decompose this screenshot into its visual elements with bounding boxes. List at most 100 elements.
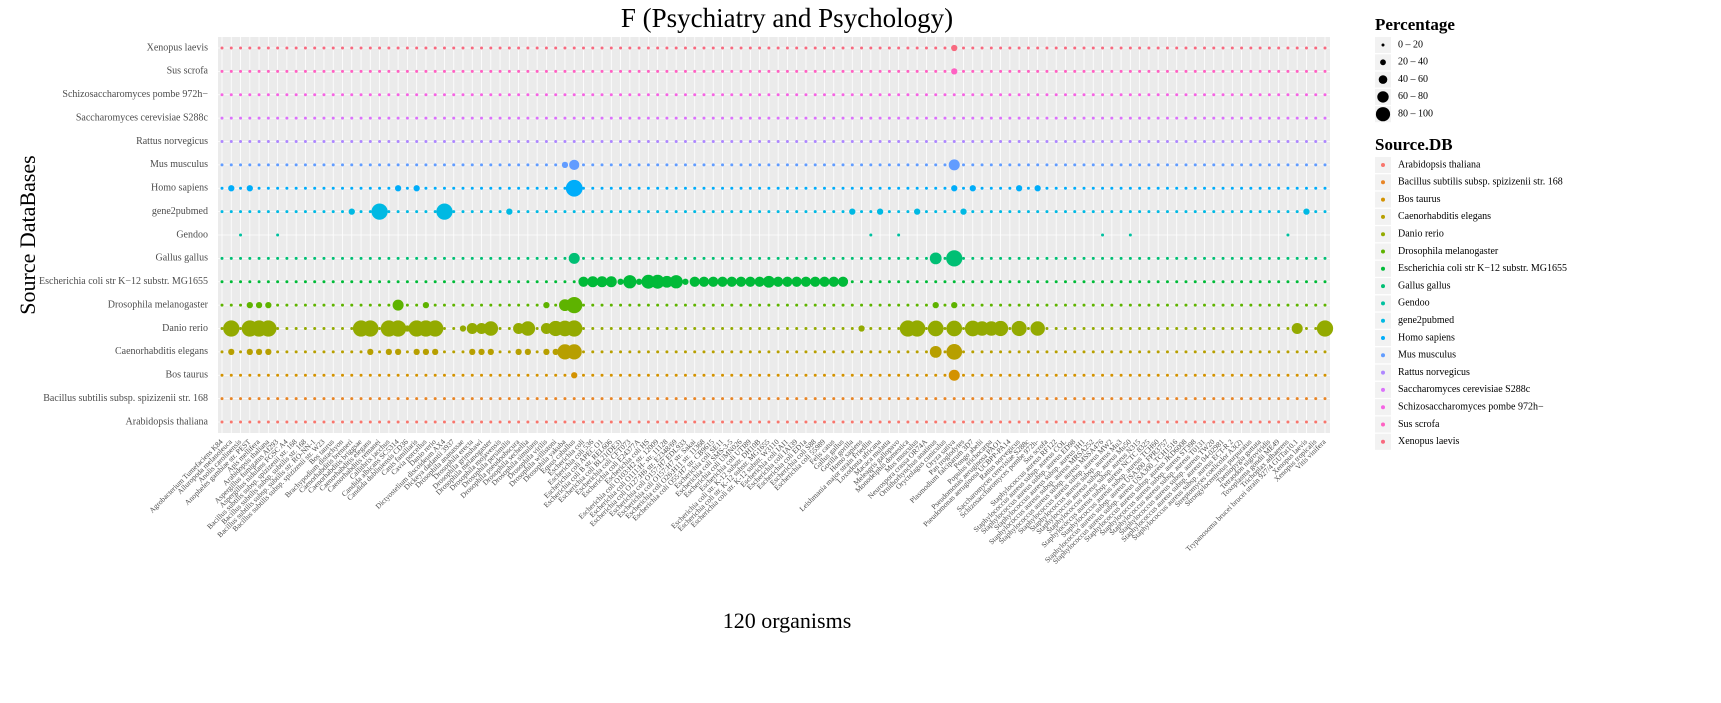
dot (943, 69, 947, 73)
dot (1101, 186, 1105, 190)
dot (869, 233, 873, 237)
dot (646, 186, 650, 190)
dot (303, 420, 307, 424)
dot (943, 116, 947, 120)
dot (1165, 46, 1169, 50)
dot (1286, 233, 1290, 237)
dot (1304, 327, 1308, 330)
dot (683, 116, 687, 120)
dot (1203, 327, 1207, 330)
dot (850, 420, 854, 424)
dot (362, 320, 379, 337)
dot (1008, 93, 1012, 97)
dot (1212, 140, 1216, 143)
dot (1286, 397, 1290, 401)
legend-color-symbol (1381, 214, 1385, 219)
dot (887, 397, 891, 401)
dot (971, 373, 975, 377)
dot (813, 373, 817, 377)
dot (832, 303, 836, 307)
dot (424, 210, 428, 214)
dot (906, 303, 910, 307)
legend-size-symbol (1375, 107, 1391, 122)
dot (266, 69, 270, 73)
dot (702, 116, 706, 120)
dot (350, 69, 354, 73)
dot (628, 69, 632, 73)
dot (971, 256, 975, 260)
dot (915, 303, 919, 307)
dot (804, 210, 808, 214)
dot (1082, 350, 1086, 354)
dot (665, 256, 669, 260)
dot (1193, 280, 1197, 284)
dot (1193, 303, 1197, 307)
dot (1054, 140, 1058, 143)
dot (1030, 321, 1045, 336)
dot (1156, 397, 1160, 401)
dot (1295, 69, 1299, 73)
dot (1240, 116, 1244, 120)
dot (566, 344, 582, 360)
dot (767, 256, 771, 260)
dot (1063, 163, 1067, 167)
dot (869, 210, 873, 214)
dot (433, 163, 437, 167)
dot (507, 46, 511, 50)
dot (748, 256, 752, 260)
dot (1091, 256, 1095, 260)
dot (396, 420, 400, 424)
y-tick-label: Gendoo (176, 229, 208, 240)
dot (1165, 69, 1169, 73)
dot (1045, 303, 1049, 307)
dot (396, 163, 400, 167)
dot (581, 420, 585, 424)
dot (572, 280, 576, 284)
dot (1054, 210, 1058, 214)
dot (257, 373, 261, 377)
dot (850, 303, 854, 307)
dot (498, 116, 502, 120)
y-tick-label: Drosophila melanogaster (108, 299, 209, 310)
y-tick-label: Bacillus subtilis subsp. spizizenii str.… (43, 393, 208, 404)
dot (730, 93, 734, 97)
dot (442, 303, 446, 307)
dot (359, 69, 363, 73)
dot (470, 256, 474, 260)
dot (294, 69, 298, 73)
dot (748, 397, 752, 401)
dot (1110, 46, 1114, 50)
dot (637, 163, 641, 167)
dot (1045, 140, 1049, 143)
dot (962, 69, 966, 73)
dot (869, 256, 873, 260)
dot (721, 373, 725, 377)
dot (1110, 116, 1114, 120)
dot (563, 93, 567, 97)
dot (914, 208, 921, 215)
dot (804, 350, 808, 354)
dot (1230, 46, 1234, 50)
dot (897, 163, 901, 167)
dot (415, 373, 419, 377)
dot (543, 348, 550, 356)
dot (841, 140, 845, 143)
dot (1258, 163, 1262, 167)
dot (739, 116, 743, 120)
dot (915, 186, 919, 190)
dot (674, 350, 678, 354)
dot (1054, 373, 1058, 377)
dot (637, 93, 641, 97)
dot (563, 420, 567, 424)
dot (1175, 303, 1179, 307)
dot (470, 280, 474, 284)
dot (887, 210, 891, 214)
dot (563, 116, 567, 120)
dot (276, 327, 280, 330)
dot (646, 420, 650, 424)
dot (294, 256, 298, 260)
dot (285, 303, 289, 307)
dot (600, 163, 604, 167)
dot (758, 397, 762, 401)
dot (952, 140, 956, 143)
